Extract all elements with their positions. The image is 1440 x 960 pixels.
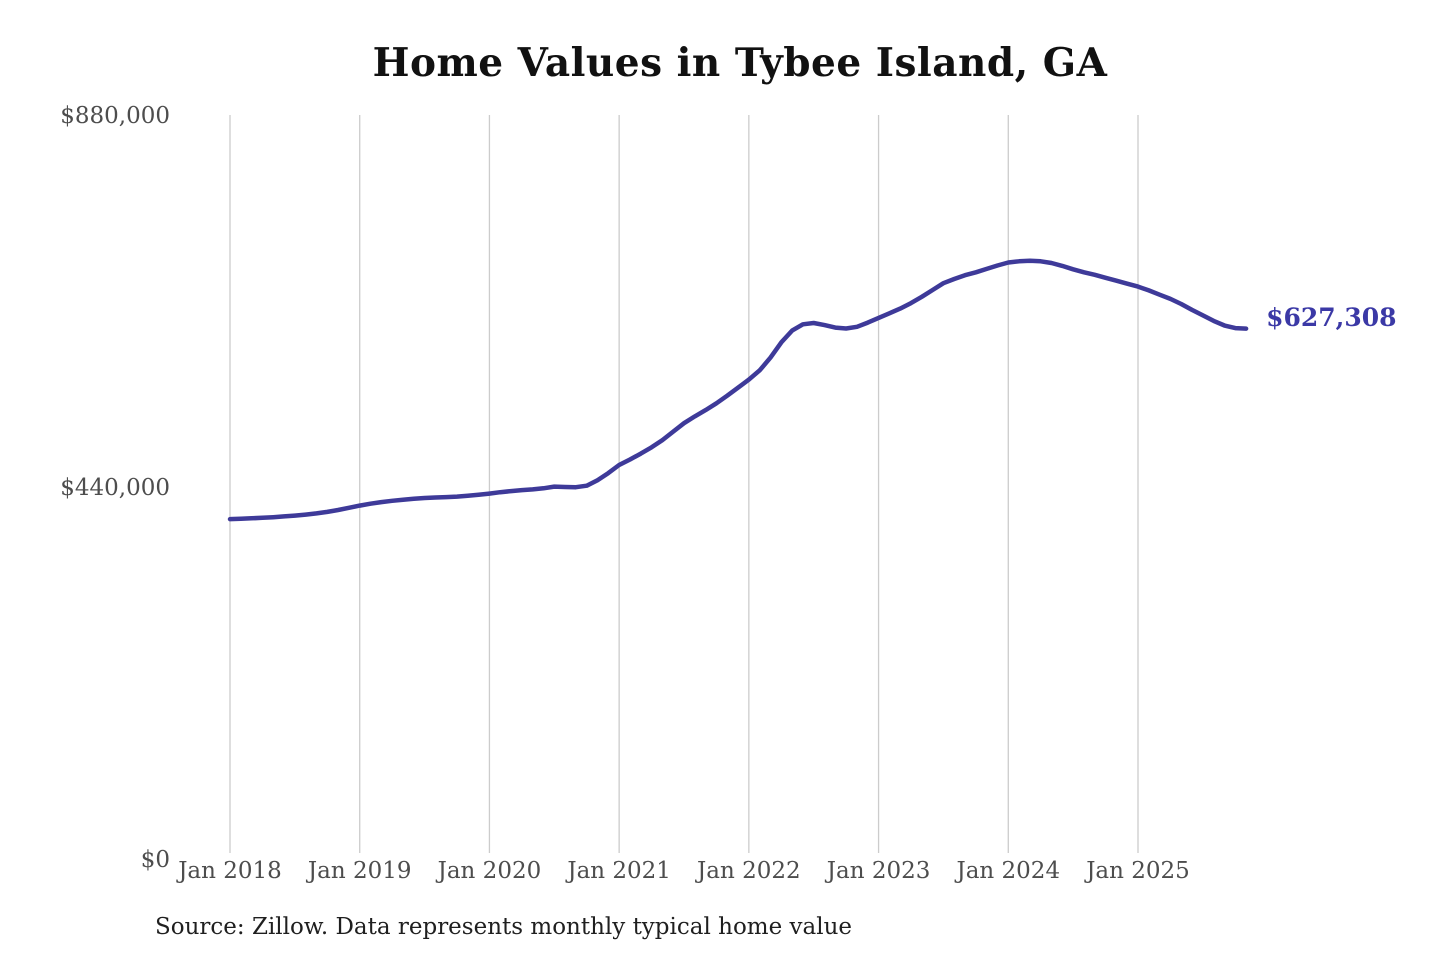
x-axis-tick-label: Jan 2021 bbox=[565, 858, 671, 884]
x-axis-tick-label: Jan 2022 bbox=[695, 858, 801, 884]
latest-value-label: $627,308 bbox=[1266, 302, 1397, 332]
y-axis-tick-label: $880,000 bbox=[60, 103, 170, 129]
source-note: Source: Zillow. Data represents monthly … bbox=[155, 914, 853, 940]
home-value-series-line bbox=[227, 258, 1249, 522]
x-axis-tick-label: Jan 2020 bbox=[436, 858, 542, 884]
x-axis-tick-label: Jan 2023 bbox=[825, 858, 931, 884]
y-axis-tick-label: $0 bbox=[141, 847, 170, 873]
chart-title: Home Values in Tybee Island, GA bbox=[372, 40, 1108, 86]
y-axis-tick-label: $440,000 bbox=[60, 475, 170, 501]
x-axis-tick-label: Jan 2024 bbox=[954, 858, 1060, 884]
x-axis-tick-label: Jan 2018 bbox=[176, 858, 282, 884]
x-axis-tick-label: Jan 2025 bbox=[1084, 858, 1190, 884]
x-axis-tick-label: Jan 2019 bbox=[306, 858, 412, 884]
